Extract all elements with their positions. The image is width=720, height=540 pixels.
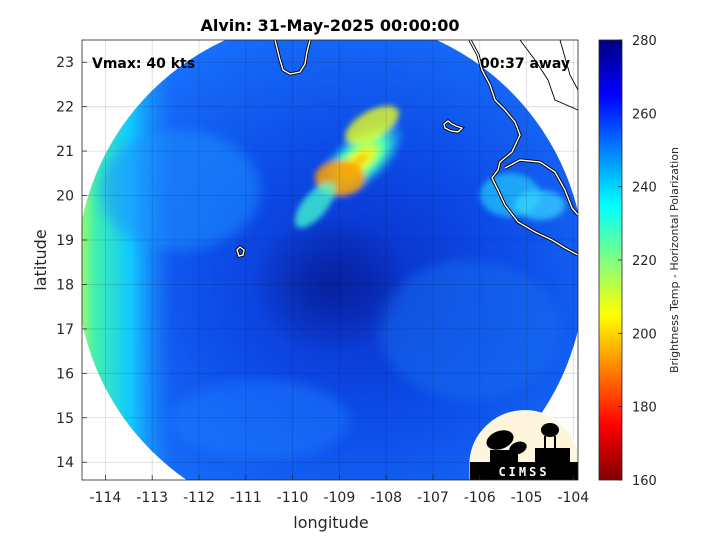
convection-cell: [515, 190, 565, 220]
cimss-logo: CIMSS: [469, 410, 579, 481]
colorbar-tick-label: 180: [632, 401, 657, 416]
logo-band: [470, 462, 578, 480]
plot-area: CIMSS Vmax: 40 kts 00:37 away: [81, 39, 579, 481]
y-tick-label: 17: [56, 322, 74, 338]
colorbar-tick-label: 280: [632, 34, 657, 49]
convection-band: [294, 105, 565, 228]
chart-title: Alvin: 31-May-2025 00:00:00: [200, 16, 459, 35]
grid-lines: [82, 40, 578, 480]
colorbar-tick-label: 200: [632, 327, 657, 342]
y-tick-label: 19: [56, 233, 74, 249]
time-offset-annotation: 00:37 away: [480, 56, 570, 72]
brightness-temperature-field: [82, 40, 578, 480]
x-tick-label: -110: [277, 490, 309, 506]
cloud-patch: [100, 130, 260, 250]
x-tick-label: -112: [183, 490, 215, 506]
vmax-annotation: Vmax: 40 kts: [92, 56, 195, 72]
x-tick-label: -108: [370, 490, 402, 506]
storm-core: [250, 215, 410, 355]
logo-tower-tank: [541, 423, 559, 437]
x-tick-label: -104: [557, 490, 589, 506]
y-tick-label: 15: [56, 411, 74, 427]
x-tick-label: -107: [417, 490, 449, 506]
x-tick-label: -106: [464, 490, 496, 506]
coastlines: [235, 40, 578, 258]
coastline-mainland: [469, 40, 578, 256]
axes-frame: [81, 39, 579, 481]
colorbar-tick-label: 160: [632, 474, 657, 489]
y-tick-label: 16: [56, 366, 74, 382]
convection-cell: [345, 105, 399, 145]
x-tick-label: -114: [90, 490, 122, 506]
colorbar-tick-label: 240: [632, 181, 657, 196]
x-axis-label: longitude: [293, 513, 368, 532]
y-tick-label: 23: [56, 55, 74, 71]
y-axis-ticks: 14 15 16 17 18 19 20 21 22 23: [56, 55, 87, 471]
border-line: [519, 40, 578, 111]
cloud-patch: [380, 260, 560, 400]
colorbar-ticks: 160 180 200 220 240 260 280: [618, 34, 657, 489]
y-axis-label: latitude: [31, 229, 50, 290]
colorbar-label: Brightness Temp - Horizontal Polarizatio…: [668, 147, 681, 373]
colorbar-tick-label: 260: [632, 107, 657, 122]
colorbar: 160 180 200 220 240 260 280 Brightness Temp - …: [598, 34, 681, 489]
coastline-island: [443, 120, 464, 133]
cloud-patch: [170, 380, 350, 460]
y-tick-label: 14: [56, 455, 74, 471]
logo-dish: [486, 430, 514, 450]
logo-tower-building: [535, 448, 570, 462]
coastline-island-socorro: [236, 246, 245, 257]
y-tick-label: 20: [56, 189, 74, 205]
x-axis-ticks: -114 -113 -112 -111 -110 -109 -108 -107 -106 -105…: [90, 475, 589, 506]
colorbar-tick-label: 220: [632, 254, 657, 269]
border-line: [559, 40, 578, 91]
logo-text: CIMSS: [498, 465, 549, 479]
convection-cell: [294, 182, 336, 228]
x-tick-label: -111: [230, 490, 262, 506]
y-tick-label: 18: [56, 277, 74, 293]
coastline-inland: [504, 159, 578, 216]
logo-building: [490, 450, 518, 462]
coastline-baja: [274, 40, 311, 75]
y-tick-label: 22: [56, 100, 74, 116]
y-tick-label: 21: [56, 144, 74, 160]
x-tick-label: -105: [511, 490, 543, 506]
x-tick-label: -109: [323, 490, 355, 506]
x-tick-label: -113: [136, 490, 168, 506]
